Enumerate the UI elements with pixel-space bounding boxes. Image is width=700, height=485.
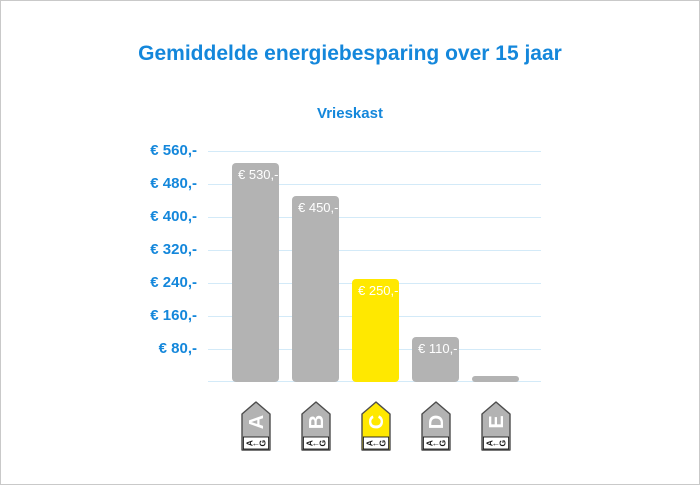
svg-text:A: A [304,440,314,446]
bar-C: € 250,- [352,279,399,382]
y-tick-label: € 240,- [150,274,197,291]
gridline [208,184,541,185]
energy-label-tag-A: A A ← G [240,401,271,451]
y-tick-label: € 160,- [150,307,197,324]
svg-text:A: A [246,415,268,429]
svg-text:A: A [364,440,374,446]
bar-D: € 110,- [412,337,459,382]
bar-B: € 450,- [292,196,339,382]
energy-label-tag-C: C A ← G [360,401,391,451]
y-tick-label: € 560,- [150,142,197,159]
y-tick-label: € 480,- [150,175,197,192]
energy-tag-icon: C A←G [360,401,391,451]
svg-text:A: A [484,440,494,446]
plot-area: € 530,- € 450,- € 250,- € 110,- [208,151,541,382]
y-tick-label: € 80,- [158,340,197,357]
energy-tag-icon: E A←G [480,401,511,451]
svg-text:←: ← [251,438,260,448]
energy-tag-icon: B A←G [300,401,331,451]
svg-text:A: A [244,440,254,446]
svg-text:B: B [306,415,328,429]
svg-text:G: G [497,440,507,447]
svg-text:C: C [366,415,388,429]
y-tick-label: € 400,- [150,208,197,225]
svg-text:←: ← [371,438,380,448]
svg-text:←: ← [491,438,500,448]
chart-subtitle: Vrieskast [317,105,383,122]
bar-value-label: € 530,- [238,167,279,182]
svg-text:←: ← [311,438,320,448]
bar-A: € 530,- [232,163,279,382]
bar-E [472,376,519,382]
svg-text:D: D [426,415,448,429]
x-axis-energy-labels: A A ← G B A ← G C A ← G D A ← G E A ← G [208,401,541,453]
energy-tag-icon: D A←G [420,401,451,451]
svg-text:G: G [437,440,447,447]
svg-text:G: G [377,440,387,447]
y-tick-label: € 320,- [150,241,197,258]
energy-tag-icon: AA←G [240,401,271,451]
svg-text:G: G [317,440,327,447]
chart-title: Gemiddelde energiebesparing over 15 jaar [138,42,562,65]
svg-text:←: ← [431,438,440,448]
bar-value-label: € 110,- [418,341,458,356]
energy-label-tag-D: D A ← G [420,401,451,451]
bar-value-label: € 450,- [298,200,339,215]
svg-text:A: A [424,440,434,446]
svg-text:E: E [486,415,508,428]
bar-value-label: € 250,- [358,283,399,298]
y-axis: € 560,- € 480,- € 400,- € 320,- € 240,- € 160… [1,142,197,382]
energy-label-tag-E: E A ← G [480,401,511,451]
energy-label-tag-B: B A ← G [300,401,331,451]
svg-text:G: G [257,440,267,447]
gridline [208,250,541,251]
gridline [208,217,541,218]
gridline [208,151,541,152]
